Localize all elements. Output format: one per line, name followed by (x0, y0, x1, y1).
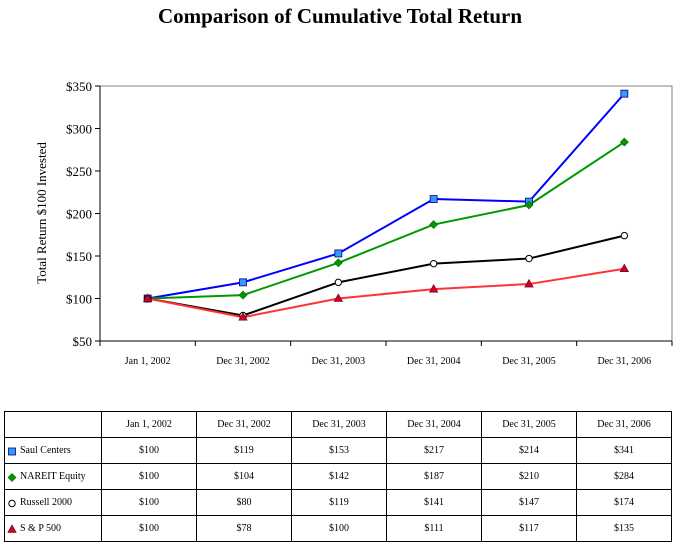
table-cell: $80 (196, 489, 292, 516)
table-cell: $141 (386, 489, 482, 516)
table-column-header: Dec 31, 2005 (481, 411, 577, 438)
x-tick-label: Dec 31, 2004 (407, 356, 461, 367)
table-row: Russell 2000 $100 $80 $119 $141 $147 $174 (4, 489, 672, 516)
legend-marker-nareit-equity (7, 472, 17, 482)
data-point-s-p-500 (524, 278, 534, 288)
y-tick-label: $300 (66, 122, 92, 137)
x-tick-label: Jan 1, 2002 (125, 356, 171, 367)
chart-title: Comparison of Cumulative Total Return (157, 4, 523, 28)
table-cell: $341 (576, 437, 672, 464)
legend-marker-saul-centers (8, 447, 16, 456)
table-column-header: Jan 1, 2002 (101, 411, 197, 438)
table-cell: $284 (576, 463, 672, 490)
table-cell: $117 (481, 515, 577, 542)
y-axis-label: Total Return $100 Invested (34, 142, 49, 284)
data-point-saul-centers (239, 278, 247, 287)
series-line-russell-2000 (147, 234, 625, 317)
data-point-saul-centers (429, 195, 438, 203)
table-row-label: NAREIT Equity (4, 463, 102, 490)
table-cell: $100 (291, 515, 387, 542)
series-name: S & P 500 (20, 523, 62, 534)
data-point-russell-2000 (429, 259, 438, 268)
series-name: NAREIT Equity (20, 471, 86, 482)
table-cell: $119 (291, 489, 387, 516)
data-point-s-p-500 (619, 263, 630, 273)
table-column-header: Dec 31, 2006 (576, 411, 672, 438)
data-point-s-p-500 (142, 293, 153, 302)
table-cell: $153 (291, 437, 387, 464)
circle-marker-icon (8, 499, 16, 507)
data-point-russell-2000 (525, 254, 533, 263)
y-tick-label: $250 (66, 164, 92, 179)
data-point-s-p-500 (238, 312, 248, 321)
data-point-s-p-500 (428, 284, 439, 293)
table-cell: $135 (576, 515, 672, 542)
table-row: NAREIT Equity $100 $104 $142 $187 $210 $284 (4, 463, 672, 490)
legend-marker-s-p-500 (7, 524, 17, 533)
data-table-container: Jan 1, 2002 Dec 31, 2002 Dec 31, 2003 Dec 3… (4, 411, 672, 542)
table-cell: $104 (196, 463, 292, 490)
table-column-header: Dec 31, 2003 (291, 411, 387, 438)
x-tick-label: Dec 31, 2006 (598, 356, 652, 367)
table-column-header: Dec 31, 2002 (196, 411, 292, 438)
data-point-nareit-equity (333, 258, 343, 268)
y-tick-label: $100 (66, 292, 92, 307)
square-marker-icon (8, 447, 16, 456)
data-point-nareit-equity (238, 290, 248, 300)
series-line-saul-centers (147, 92, 626, 300)
table-cell: $210 (481, 463, 577, 490)
x-tick-label: Dec 31, 2003 (312, 356, 366, 367)
diamond-marker-icon (7, 472, 17, 482)
y-tick-label: $50 (73, 334, 93, 349)
line-chart: Total Return $100 Invested $50 $100 $150 $2… (34, 79, 673, 367)
data-point-russell-2000 (620, 231, 629, 240)
y-tick-label: $350 (66, 79, 92, 94)
table-cell: $119 (196, 437, 292, 464)
table-cell: $100 (101, 489, 197, 516)
data-table: Jan 1, 2002 Dec 31, 2002 Dec 31, 2003 Dec 3… (4, 411, 672, 542)
table-row-label: S & P 500 (4, 515, 102, 542)
table-cell: $100 (101, 463, 197, 490)
table-column-header: Dec 31, 2004 (386, 411, 482, 438)
table-cell: $214 (481, 437, 577, 464)
table-header-row: Jan 1, 2002 Dec 31, 2002 Dec 31, 2003 Dec 3… (4, 411, 672, 438)
x-tick-label: Dec 31, 2005 (502, 356, 556, 367)
series-name: Saul Centers (20, 445, 71, 456)
table-row: Saul Centers $100 $119 $153 $217 $214 $341 (4, 437, 672, 464)
data-point-nareit-equity (619, 137, 629, 147)
data-point-s-p-500 (333, 293, 344, 302)
table-cell: $147 (481, 489, 577, 516)
y-tick-label: $200 (66, 207, 92, 222)
data-point-saul-centers (334, 249, 343, 258)
table-cell: $187 (386, 463, 482, 490)
table-row-label: Saul Centers (4, 437, 102, 464)
table-cell: $100 (101, 515, 197, 542)
data-point-nareit-equity (524, 200, 534, 210)
triangle-marker-icon (7, 524, 17, 533)
data-point-russell-2000 (334, 278, 343, 287)
table-cell: $174 (576, 489, 672, 516)
legend-marker-russell-2000 (8, 499, 16, 507)
table-row-label: Russell 2000 (4, 489, 102, 516)
table-corner-cell (4, 411, 102, 438)
data-point-nareit-equity (429, 220, 439, 229)
table-row: S & P 500 $100 $78 $100 $111 $117 $135 (4, 515, 672, 542)
x-tick-label: Dec 31, 2002 (216, 356, 270, 367)
series-name: Russell 2000 (20, 497, 72, 508)
series-line-nareit-equity (147, 141, 625, 300)
table-cell: $78 (196, 515, 292, 542)
table-cell: $111 (386, 515, 482, 542)
y-tick-label: $150 (66, 249, 92, 264)
table-cell: $142 (291, 463, 387, 490)
plot-area (99, 85, 673, 342)
series-line-s-p-500 (147, 267, 625, 319)
data-point-saul-centers (620, 89, 629, 98)
table-cell: $100 (101, 437, 197, 464)
table-cell: $217 (386, 437, 482, 464)
